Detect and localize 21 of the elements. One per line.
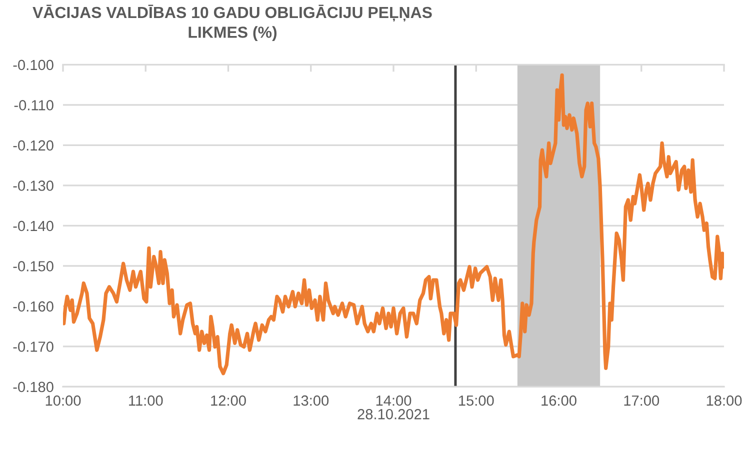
y-tick-label: -0.140 [13, 220, 54, 232]
chart-title: VĀCIJAS VALDĪBAS 10 GADU OBLIGĀCIJU PEĻŅAS LIKMES (%) [32, 4, 432, 42]
x-tick-label: 10:00 [46, 395, 81, 406]
x-tick-label: 17:00 [624, 395, 660, 406]
x-axis-title: 28.10.2021 [358, 409, 430, 420]
y-tick-label: -0.100 [13, 60, 54, 70]
y-tick-label: -0.160 [13, 301, 54, 312]
x-tick-label: 13:00 [294, 395, 329, 406]
x-tick-label: 12:00 [211, 395, 246, 406]
y-tick-label: -0.120 [13, 140, 54, 151]
y-tick-label: -0.110 [14, 100, 54, 110]
y-tick-label: -0.130 [13, 180, 54, 191]
x-tick-label: 16:00 [542, 395, 576, 406]
x-tick-label: 14:00 [376, 395, 412, 406]
y-tick-label: -0.170 [13, 342, 54, 352]
line-series [63, 73, 724, 376]
x-tick-label: 11:00 [129, 395, 163, 406]
x-tick-label: 15:00 [458, 395, 494, 406]
y-tick-label: -0.180 [13, 382, 54, 392]
x-tick-label: 18:00 [706, 395, 742, 406]
y-tick-label: -0.150 [13, 261, 54, 272]
